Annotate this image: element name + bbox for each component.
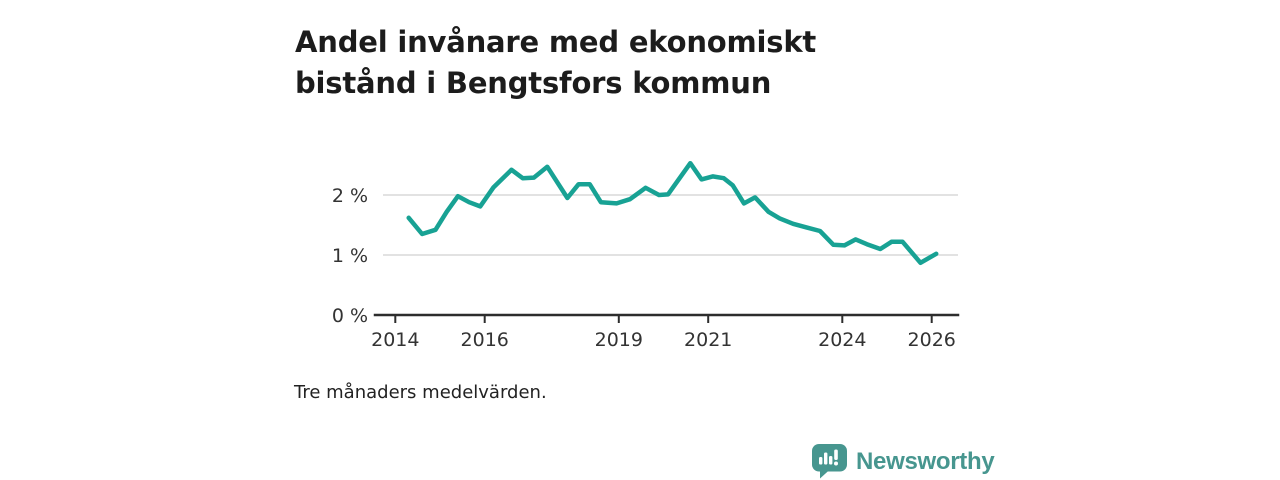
line-chart: 0 % 1 % 2 % 2014 2016 2019 2021 2024 2026 — [332, 160, 960, 351]
chart-footnote: Tre månaders medelvärden. — [294, 382, 547, 403]
x-tick-label: 2016 — [461, 329, 509, 351]
bar-chart-speech-bubble-icon — [812, 444, 847, 479]
x-tick-label: 2019 — [595, 329, 643, 351]
bar-glyph-1 — [819, 457, 823, 465]
y-tick-label: 1 % — [332, 245, 368, 267]
y-tick-label: 0 % — [332, 305, 368, 327]
x-tick-label: 2021 — [684, 329, 732, 351]
exclamation-stem-glyph — [834, 449, 838, 460]
chart-title: Andel invånare med ekonomiskt bistånd i … — [295, 25, 817, 101]
chart-area: 0 % 1 % 2 % 2014 2016 2019 2021 2024 2026 — [310, 130, 970, 360]
newsworthy-wordmark: Newsworthy — [856, 448, 995, 475]
x-tick-label: 2026 — [908, 329, 956, 351]
x-tick-label: 2014 — [371, 329, 419, 351]
bar-glyph-2 — [824, 452, 828, 465]
newsworthy-logo: Newsworthy — [811, 443, 995, 480]
speech-bubble-tail — [820, 469, 831, 479]
x-tick-label: 2024 — [818, 329, 866, 351]
y-tick-label: 2 % — [332, 185, 368, 207]
exclamation-dot-glyph — [834, 461, 838, 466]
bar-glyph-3 — [829, 456, 833, 465]
data-line — [406, 160, 939, 266]
